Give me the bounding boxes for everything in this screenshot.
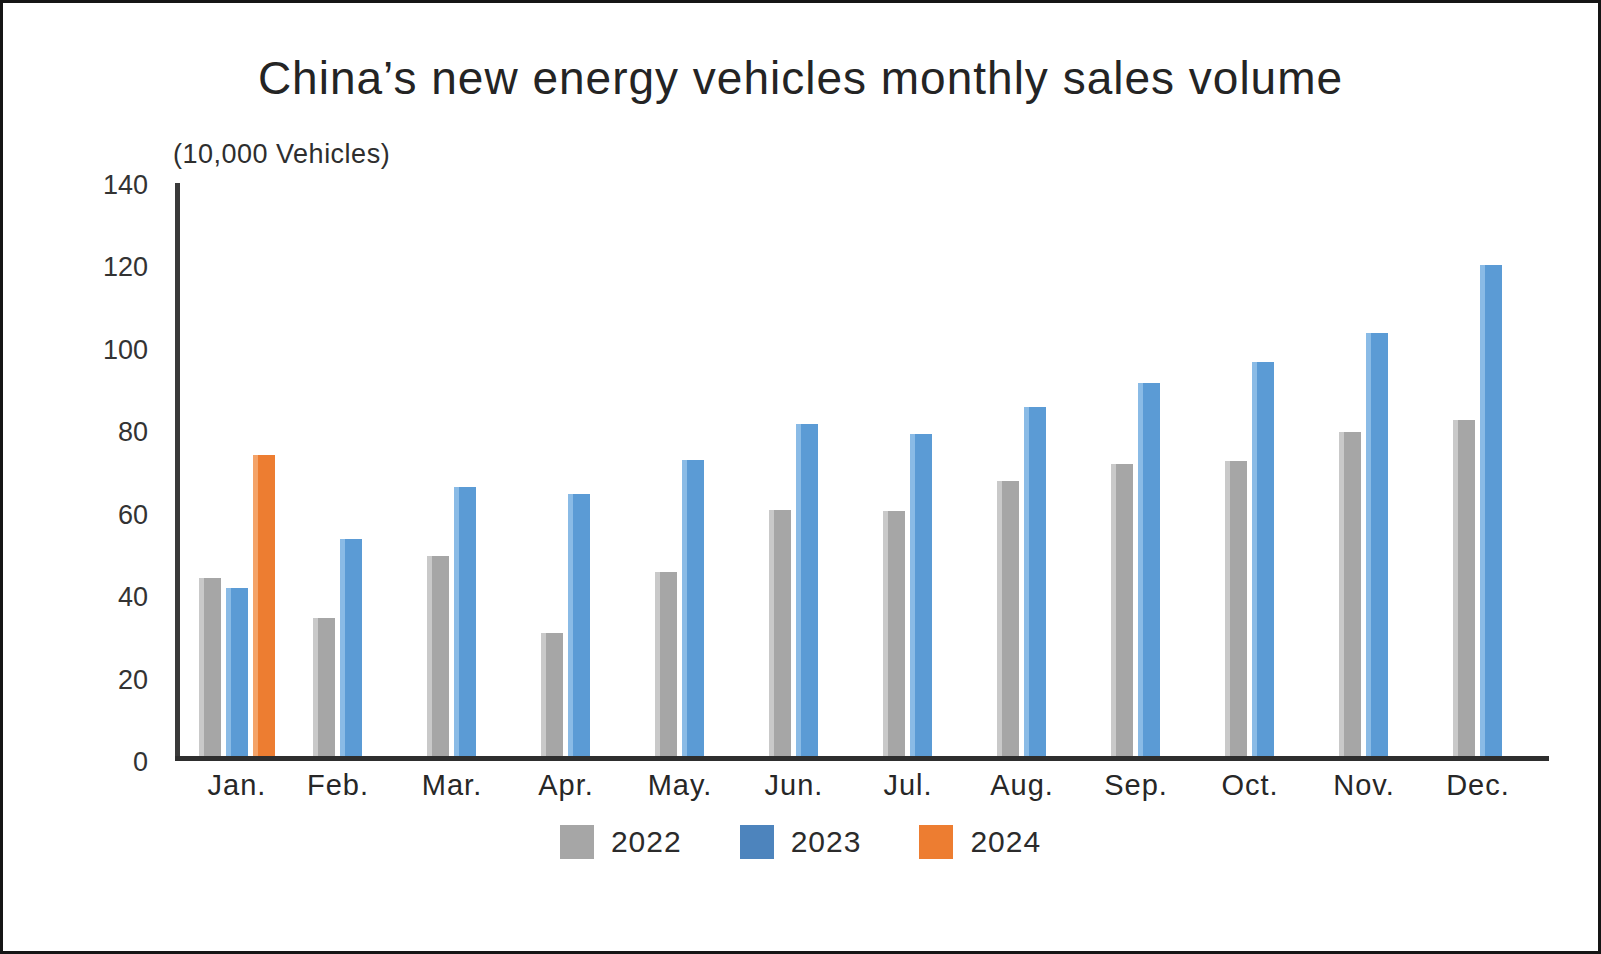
bar-2023-nov: [1366, 333, 1388, 756]
x-axis-label-dec: Dec.: [1413, 769, 1543, 802]
bar-2023-jun: [796, 424, 818, 756]
legend-swatch-2023: [740, 825, 774, 859]
bar-2022-mar: [427, 556, 449, 756]
x-axis-label-jun: Jun.: [729, 769, 859, 802]
bar-2022-feb: [313, 618, 335, 756]
y-axis-tick-label: 120: [43, 251, 148, 283]
x-axis-label-aug: Aug.: [957, 769, 1087, 802]
bar-2022-may: [655, 572, 677, 756]
y-axis-tick-label: 100: [43, 334, 148, 366]
y-axis-tick-label: 20: [43, 664, 148, 696]
bar-2022-oct: [1225, 461, 1247, 756]
chart-legend: 2022 2023 2024: [3, 825, 1598, 859]
bar-2024-jan: [253, 455, 275, 756]
bar-2023-jan: [226, 588, 248, 756]
x-axis-label-nov: Nov.: [1299, 769, 1429, 802]
y-axis-tick-label: 0: [43, 746, 148, 778]
x-axis-label-apr: Apr.: [501, 769, 631, 802]
bar-2022-jul: [883, 511, 905, 756]
bar-2022-nov: [1339, 432, 1361, 756]
bar-2023-mar: [454, 487, 476, 756]
bar-2023-aug: [1024, 407, 1046, 756]
y-axis-tick-label: 140: [43, 169, 148, 201]
legend-label: 2022: [611, 825, 682, 859]
bar-2022-jun: [769, 510, 791, 756]
legend-label: 2024: [970, 825, 1041, 859]
legend-swatch-2024: [919, 825, 953, 859]
bar-2023-jul: [910, 434, 932, 756]
chart-frame: China’s new energy vehicles monthly sale…: [0, 0, 1601, 954]
x-axis-label-may: May.: [615, 769, 745, 802]
bar-2022-aug: [997, 481, 1019, 756]
x-axis-label-sep: Sep.: [1071, 769, 1201, 802]
x-axis-label-feb: Feb.: [273, 769, 403, 802]
legend-item-2022: 2022: [560, 825, 682, 859]
x-axis-line: [175, 756, 1549, 761]
x-axis-label-mar: Mar.: [387, 769, 517, 802]
bar-2023-may: [682, 460, 704, 756]
x-axis-label-jul: Jul.: [843, 769, 973, 802]
x-axis-label-oct: Oct.: [1185, 769, 1315, 802]
bar-2023-feb: [340, 539, 362, 756]
bar-2023-oct: [1252, 362, 1274, 756]
bar-2023-dec: [1480, 265, 1502, 756]
legend-item-2024: 2024: [919, 825, 1041, 859]
bar-2023-sep: [1138, 383, 1160, 756]
bar-2023-apr: [568, 494, 590, 756]
y-axis-tick-label: 40: [43, 581, 148, 613]
bar-2022-jan: [199, 578, 221, 756]
legend-swatch-2022: [560, 825, 594, 859]
y-axis-tick-label: 80: [43, 416, 148, 448]
legend-label: 2023: [791, 825, 862, 859]
legend-item-2023: 2023: [740, 825, 862, 859]
y-axis-line: [175, 183, 180, 761]
plot-area: 020406080100120140Jan.Feb.Mar.Apr.May.Ju…: [3, 3, 1601, 954]
bar-2022-apr: [541, 633, 563, 756]
bar-2022-dec: [1453, 420, 1475, 756]
y-axis-tick-label: 60: [43, 499, 148, 531]
bar-2022-sep: [1111, 464, 1133, 756]
